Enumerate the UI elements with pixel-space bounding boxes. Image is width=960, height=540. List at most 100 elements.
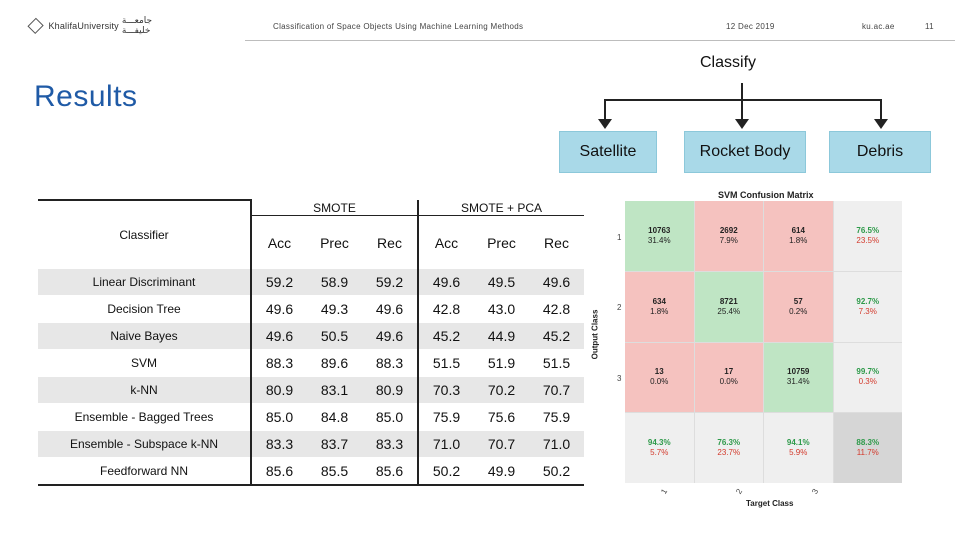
metric-value: 49.6 (250, 322, 307, 350)
category-debris: Debris (829, 131, 931, 173)
university-logo: KhalifaUniversity جامعـــة خليفـــة (27, 16, 180, 36)
metric-value: 84.8 (307, 403, 362, 431)
cell-count: 2692 (719, 225, 738, 235)
cell-count: 614 (791, 225, 805, 235)
tree-stem (741, 83, 743, 127)
metric-value: 49.9 (474, 457, 529, 486)
metric-value: 88.3 (362, 349, 418, 377)
group-header-smote-pca: SMOTE + PCA (417, 200, 584, 216)
cell-percent: 23.7% (717, 448, 741, 458)
metric-header: Rec (544, 234, 569, 251)
classifier-name: Decision Tree (38, 295, 251, 323)
cell-percent: 7.9% (719, 235, 738, 245)
metric-value: 44.9 (474, 322, 529, 350)
cell-percent: 31.4% (786, 377, 810, 387)
matrix-cell: 10759 31.4% (764, 342, 833, 413)
classifier-header: Classifier (38, 199, 251, 269)
metric-value: 45.2 (529, 322, 584, 350)
metric-value: 88.3 (250, 349, 307, 377)
metric-value: 50.5 (307, 322, 362, 350)
cell-count: 17 (724, 367, 734, 377)
metric-value: 89.6 (307, 349, 362, 377)
cell-percent: 5.9% (789, 448, 808, 458)
metric-header: Rec (377, 234, 402, 251)
cell-percent: 0.3% (858, 377, 877, 387)
metric-value: 85.0 (362, 403, 418, 431)
metric-header: Acc (417, 215, 474, 269)
table-row: Naive Bayes 49.6 50.5 49.6 45.2 44.9 45.2 (38, 322, 584, 350)
metric-header: Prec (487, 234, 516, 251)
cell-count: 88.3% (856, 438, 880, 448)
tree-crossbar (604, 99, 882, 101)
logo-english-text: KhalifaUniversity (48, 21, 119, 31)
confusion-matrix-grid: 10763 31.4% 2692 7.9% 614 1.8% 76.5% 23.5% 634 1.… (625, 201, 902, 483)
table-row: Feedforward NN 85.6 85.5 85.6 50.2 49.9 50.2 (38, 457, 584, 486)
logo-arabic-text: جامعـــة خليفـــة (121, 16, 153, 36)
row-tick: 1 (617, 233, 622, 242)
matrix-cell: 92.7% 7.3% (833, 271, 902, 342)
logo-mark-icon (27, 17, 45, 35)
metric-value: 85.0 (250, 403, 307, 431)
classifier-name: Ensemble - Subspace k-NN (38, 430, 251, 458)
cell-count: 92.7% (856, 296, 880, 306)
category-satellite: Satellite (559, 131, 657, 173)
metric-value: 51.5 (417, 349, 474, 377)
metric-value: 49.6 (417, 269, 474, 296)
cell-percent: 25.4% (717, 306, 741, 316)
site-url: ku.ac.ae (862, 22, 895, 31)
matrix-cell: 10763 31.4% (625, 201, 694, 271)
cell-count: 76.5% (856, 225, 880, 235)
metric-value: 49.6 (362, 322, 418, 350)
metric-value: 49.5 (474, 269, 529, 296)
row-tick: 2 (617, 303, 622, 312)
metric-value: 51.9 (474, 349, 529, 377)
metric-value: 75.9 (417, 403, 474, 431)
cell-count: 94.3% (647, 438, 671, 448)
results-table: Classifier SMOTE SMOTE + PCA Acc Prec Re… (38, 199, 584, 486)
cell-count: 99.7% (856, 367, 880, 377)
cell-percent: 0.2% (789, 306, 808, 316)
metric-value: 49.6 (250, 295, 307, 323)
matrix-cell: 13 0.0% (625, 342, 694, 413)
metric-value: 70.2 (474, 376, 529, 404)
matrix-cell: 8721 25.4% (694, 271, 763, 342)
cell-percent: 1.8% (650, 306, 669, 316)
table-row: Linear Discriminant 59.2 58.9 59.2 49.6 49.5 4… (38, 269, 584, 296)
metric-value: 83.1 (307, 376, 362, 404)
arrow-down-icon (735, 119, 749, 129)
metric-value: 42.8 (529, 295, 584, 323)
metric-value: 50.2 (417, 457, 474, 486)
metric-value: 49.6 (529, 269, 584, 296)
cell-count: 76.3% (717, 438, 741, 448)
classifier-name: Feedforward NN (38, 457, 251, 486)
cell-percent: 11.7% (856, 448, 879, 458)
metric-value: 85.6 (362, 457, 418, 486)
metric-header: Prec (320, 234, 349, 251)
cell-percent: 23.5% (856, 235, 880, 245)
cell-percent: 5.7% (650, 448, 669, 458)
cell-percent: 7.3% (858, 306, 877, 316)
table-body: Linear Discriminant 59.2 58.9 59.2 49.6 49.5 4… (38, 269, 584, 486)
metric-value: 85.5 (307, 457, 362, 486)
metric-value: 51.5 (529, 349, 584, 377)
table-row: Ensemble - Subspace k-NN 83.3 83.7 83.3 71.0… (38, 430, 584, 458)
classify-label: Classify (700, 54, 757, 71)
metric-value: 70.7 (474, 430, 529, 458)
metric-value: 45.2 (417, 322, 474, 350)
col-tick: 2 (734, 487, 745, 496)
matrix-cell: 94.3% 5.7% (625, 413, 694, 483)
cell-count: 8721 (719, 296, 738, 306)
arrow-down-icon (598, 119, 612, 129)
cell-count: 94.1% (786, 438, 810, 448)
metric-value: 75.6 (474, 403, 529, 431)
metric-value: 50.2 (529, 457, 584, 486)
metric-value: 71.0 (529, 430, 584, 458)
metric-value: 70.7 (529, 376, 584, 404)
cell-count: 13 (654, 367, 664, 377)
metric-value: 85.6 (250, 457, 307, 486)
metric-value: 58.9 (307, 269, 362, 296)
classifier-name: k-NN (38, 376, 251, 404)
metric-value: 83.3 (250, 430, 307, 458)
classifier-name: SVM (38, 349, 251, 377)
group-header-smote: SMOTE (250, 200, 418, 216)
